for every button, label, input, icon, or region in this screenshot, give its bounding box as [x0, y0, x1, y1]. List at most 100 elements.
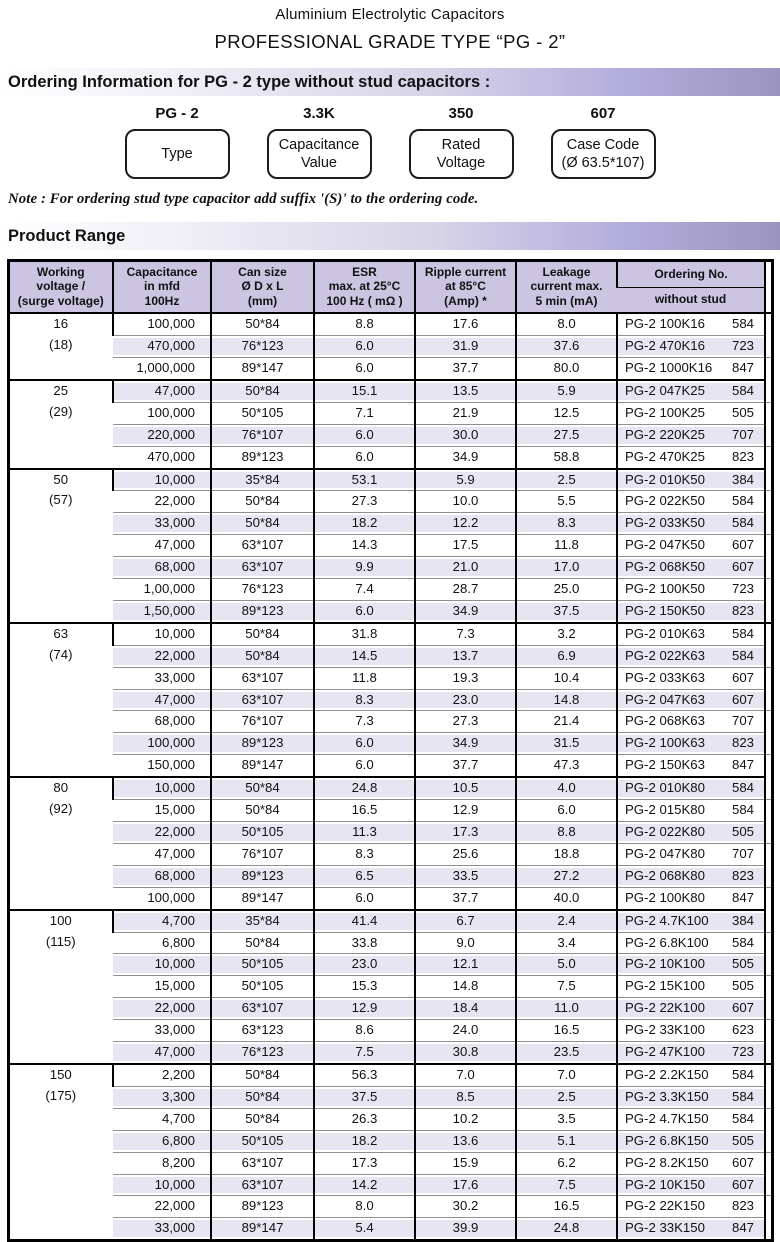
table-row: 22,000 89*123 8.0 30.2 16.5 PG-2 22K150 823: [8, 1195, 772, 1218]
case-code: 584: [731, 934, 754, 950]
esr-cell: 8.3: [313, 688, 415, 711]
esr-cell: 26.3: [313, 1107, 415, 1131]
table-row: 47,000 76*123 7.5 30.8 23.5 PG-2 47K100 723: [8, 1041, 772, 1064]
table-right-spacer-cell: [764, 1062, 772, 1087]
voltage-value: 100: [49, 912, 72, 928]
esr-cell: 14.2: [313, 1173, 415, 1196]
can-size-cell: 50*84: [210, 776, 314, 800]
capacitance-cell: 47,000: [113, 1041, 211, 1064]
ordering-code: PG-2 1000K16: [625, 359, 713, 375]
table-right-spacer-cell: [764, 842, 772, 866]
leakage-current-cell: 4.0: [515, 776, 617, 800]
code-value: PG - 2: [155, 105, 199, 122]
ordering-no-cell: PG-2 033K63 607: [616, 666, 765, 690]
esr-cell: 6.5: [313, 864, 415, 888]
header-working-voltage: Working voltage / (surge voltage): [8, 260, 113, 315]
working-voltage-cell: 25 (29): [8, 378, 113, 469]
leakage-current-cell: 21.4: [515, 710, 617, 733]
capacitance-cell: 47,000: [113, 842, 211, 866]
table-row: 22,000 50*105 11.3 17.3 8.8 PG-2 022K80 505: [8, 821, 772, 844]
capacitance-cell: 6,800: [113, 1129, 211, 1153]
esr-cell: 6.0: [313, 445, 415, 469]
leakage-current-cell: 5.1: [515, 1129, 617, 1153]
capacitance-cell: 10,000: [112, 621, 211, 646]
table-row: 47,000 63*107 8.3 23.0 14.8 PG-2 047K63 607: [8, 688, 772, 711]
ordering-no-cell: PG-2 100K63 823: [616, 732, 765, 755]
can-size-cell: 89*147: [210, 1217, 314, 1241]
leakage-current-cell: 37.6: [515, 335, 617, 358]
ordering-code: PG-2 33K100: [625, 1022, 705, 1038]
table-right-spacer-cell: [764, 953, 772, 976]
ordering-code: PG-2 022K63: [625, 647, 705, 663]
header-ripple-current: Ripple current at 85°C (Amp) *: [414, 260, 516, 315]
ordering-code: PG-2 100K25: [625, 404, 705, 420]
working-voltage-cell: 100 (115): [8, 908, 113, 1064]
ordering-code: PG-2 3.3K150: [625, 1088, 709, 1104]
voltage-value: 16: [53, 316, 69, 332]
code-description-line: Voltage: [436, 155, 486, 171]
doc-title-line2: PROFESSIONAL GRADE TYPE “PG - 2”: [214, 31, 566, 52]
ordering-no-cell: PG-2 015K80 584: [616, 799, 765, 822]
leakage-current-cell: 27.5: [515, 423, 617, 447]
table-row: 4,700 50*84 26.3 10.2 3.5 PG-2 4.7K150 584: [8, 1107, 772, 1131]
can-size-cell: 50*84: [210, 512, 314, 535]
case-code: 723: [731, 1044, 754, 1060]
ripple-current-cell: 17.3: [414, 821, 516, 844]
code-part-rated-voltage: 350 Rated Voltage: [408, 105, 514, 179]
case-code: 607: [731, 1154, 754, 1170]
ripple-current-cell: 6.7: [414, 908, 516, 933]
can-size-cell: 63*107: [210, 1173, 314, 1196]
table-row: 100,000 50*105 7.1 21.9 12.5 PG-2 100K25 505: [8, 401, 772, 425]
esr-cell: 6.0: [313, 732, 415, 755]
table-row: 150 (175) 2,200 50*84 56.3 7.0 7.0 PG-2 2.2K150…: [8, 1062, 772, 1241]
ripple-current-cell: 17.5: [414, 534, 516, 557]
ordering-code: PG-2 6.8K150: [625, 1132, 709, 1148]
esr-cell: 8.3: [313, 842, 415, 866]
capacitance-cell: 4,700: [113, 1107, 211, 1131]
ordering-no-cell: PG-2 10K150 607: [616, 1173, 765, 1196]
ordering-no-cell: PG-2 3.3K150 584: [616, 1085, 765, 1109]
case-code: 823: [731, 448, 754, 464]
esr-cell: 14.5: [313, 644, 415, 668]
ordering-no-cell: PG-2 470K25 823: [616, 445, 765, 469]
leakage-current-cell: 31.5: [515, 732, 617, 755]
table-right-spacer-cell: [764, 356, 772, 380]
can-size-cell: 50*84: [210, 490, 314, 513]
leakage-current-cell: 11.8: [515, 534, 617, 557]
can-size-cell: 50*84: [210, 312, 314, 336]
capacitance-cell: 1,000,000: [113, 356, 211, 380]
capacitance-cell: 100,000: [113, 401, 211, 425]
product-range-table: Working voltage / (surge voltage) Capaci…: [6, 259, 774, 1242]
case-code: 584: [731, 780, 754, 796]
table-right-spacer-cell: [764, 689, 772, 711]
ordering-code: PG-2 100K80: [625, 889, 705, 905]
ordering-code: PG-2 100K50: [625, 581, 705, 597]
esr-cell: 9.9: [313, 556, 415, 579]
case-code: 847: [731, 359, 754, 375]
leakage-current-cell: 2.5: [515, 1085, 617, 1109]
table-row: 1,50,000 89*123 6.0 34.9 37.5 PG-2 150K50 823: [8, 599, 772, 623]
case-code: 584: [731, 493, 754, 509]
esr-cell: 6.0: [313, 423, 415, 447]
ordering-no-cell: PG-2 100K16 584: [616, 312, 765, 336]
leakage-current-cell: 3.2: [515, 621, 617, 646]
voltage-value: 25: [53, 382, 69, 398]
code-description-box: Type: [124, 129, 230, 179]
can-size-cell: 50*84: [210, 799, 314, 822]
table-right-spacer-cell: [764, 754, 772, 778]
case-code: 584: [731, 1110, 754, 1126]
capacitance-cell: 68,000: [113, 864, 211, 888]
can-size-cell: 89*123: [210, 445, 314, 469]
capacitance-cell: 33,000: [113, 1217, 211, 1241]
can-size-cell: 76*123: [210, 335, 314, 358]
table-right-spacer-cell: [764, 1174, 772, 1196]
can-size-cell: 50*84: [210, 644, 314, 668]
capacitance-cell: 1,00,000: [113, 578, 211, 601]
code-part-type: PG - 2 Type: [124, 105, 230, 179]
ordering-code: PG-2 047K63: [625, 691, 705, 707]
leakage-current-cell: 17.0: [515, 556, 617, 579]
table-right-spacer-cell: [764, 1086, 772, 1109]
leakage-current-cell: 24.8: [515, 1217, 617, 1241]
can-size-cell: 50*84: [210, 1107, 314, 1131]
esr-cell: 6.0: [313, 754, 415, 778]
